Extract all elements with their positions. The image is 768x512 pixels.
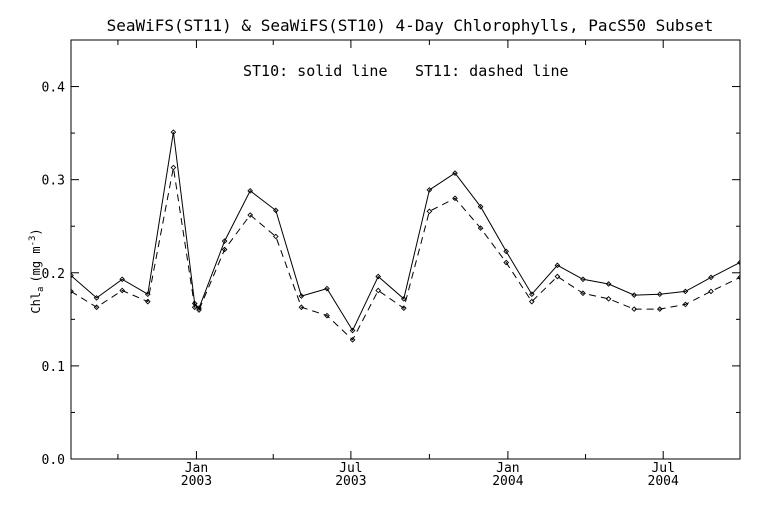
x-tick-month: Jan bbox=[496, 461, 519, 476]
annotation-st11: ST11: dashed line bbox=[415, 62, 569, 80]
data-point-st11 bbox=[71, 288, 74, 295]
data-point-st10 bbox=[503, 248, 510, 255]
data-point-st11 bbox=[324, 312, 330, 319]
data-point-st10 bbox=[631, 292, 638, 298]
y-tick-label: 0.4 bbox=[42, 81, 66, 96]
data-point-st11 bbox=[247, 212, 254, 218]
data-point-st10 bbox=[477, 203, 484, 210]
y-axis-label-units: (mg m bbox=[29, 246, 43, 282]
series-st10 bbox=[71, 129, 740, 334]
data-point-st11 bbox=[503, 259, 510, 266]
data-point-st10 bbox=[708, 274, 714, 281]
data-point-st10 bbox=[93, 295, 100, 301]
data-point-st11 bbox=[170, 164, 177, 171]
data-point-st11 bbox=[452, 195, 458, 202]
data-point-st10 bbox=[349, 327, 356, 334]
series-st11 bbox=[71, 164, 740, 343]
data-point-st11 bbox=[708, 288, 714, 295]
data-point-st11 bbox=[349, 336, 356, 343]
data-point-st11 bbox=[298, 304, 305, 311]
x-tick-year: 2003 bbox=[335, 474, 366, 489]
data-point-st10 bbox=[605, 281, 612, 287]
x-tick-month: Jan bbox=[185, 461, 208, 476]
y-axis-label-main: Chl bbox=[29, 292, 43, 314]
data-point-st10 bbox=[221, 238, 228, 244]
data-point-st11 bbox=[93, 304, 100, 311]
data-point-st10 bbox=[580, 276, 586, 283]
plot-area: 0.00.10.20.30.4Jan2003Jul2003Jan2004Jul2… bbox=[42, 39, 741, 489]
y-tick-label: 0.3 bbox=[42, 174, 65, 189]
data-point-st11 bbox=[477, 225, 484, 231]
data-point-st11 bbox=[191, 304, 198, 311]
data-point-st10 bbox=[170, 129, 177, 136]
data-point-st10 bbox=[554, 262, 561, 269]
data-point-st11 bbox=[656, 306, 663, 312]
data-point-st11 bbox=[528, 298, 535, 305]
data-point-st11 bbox=[196, 307, 202, 313]
y-tick-label: 0.2 bbox=[42, 267, 65, 282]
data-point-st10 bbox=[656, 291, 663, 298]
data-point-st10 bbox=[272, 207, 279, 214]
data-point-st10 bbox=[119, 276, 126, 283]
data-point-st11 bbox=[144, 298, 151, 305]
x-tick-month: Jul bbox=[651, 461, 674, 476]
x-tick-year: 2004 bbox=[492, 474, 523, 489]
data-point-st11 bbox=[605, 296, 612, 302]
chart-title: SeaWiFS(ST11) & SeaWiFS(ST10) 4-Day Chlo… bbox=[107, 16, 714, 35]
data-point-st10 bbox=[298, 293, 305, 299]
data-point-st11 bbox=[580, 290, 586, 297]
x-tick-year: 2004 bbox=[648, 474, 679, 489]
series-line-st11 bbox=[71, 167, 740, 341]
data-point-st11 bbox=[554, 273, 561, 280]
y-axis-label: Chla (mg m-3) bbox=[28, 228, 46, 313]
x-tick-month: Jul bbox=[339, 461, 362, 476]
data-point-st11 bbox=[631, 306, 638, 312]
data-point-st10 bbox=[452, 170, 458, 176]
data-point-st10 bbox=[400, 296, 407, 302]
data-point-st11 bbox=[221, 246, 228, 253]
y-axis-label-subscript: a bbox=[36, 287, 46, 292]
data-point-st10 bbox=[682, 288, 689, 295]
series-line-st10 bbox=[71, 132, 740, 332]
data-point-st11 bbox=[737, 274, 740, 281]
data-point-st10 bbox=[375, 273, 382, 280]
data-point-st10 bbox=[247, 188, 254, 194]
y-tick-label: 0.1 bbox=[42, 360, 65, 375]
data-point-st11 bbox=[119, 287, 126, 294]
data-point-st10 bbox=[71, 272, 74, 279]
plot-frame bbox=[70, 39, 741, 460]
data-point-st11 bbox=[426, 208, 433, 215]
x-tick-year: 2003 bbox=[181, 474, 212, 489]
y-tick-label: 0.0 bbox=[42, 453, 65, 468]
data-point-st11 bbox=[400, 305, 407, 311]
data-point-st10 bbox=[426, 187, 433, 193]
data-point-st11 bbox=[375, 287, 382, 294]
annotation-st10: ST10: solid line bbox=[243, 62, 388, 80]
data-point-st10 bbox=[737, 259, 740, 266]
data-point-st10 bbox=[528, 291, 535, 298]
data-point-st11 bbox=[682, 301, 689, 308]
y-axis-label-exponent: -3 bbox=[28, 236, 38, 247]
data-point-st11 bbox=[272, 233, 279, 240]
y-axis-label-close: ) bbox=[29, 228, 43, 235]
data-point-st10 bbox=[324, 285, 330, 292]
